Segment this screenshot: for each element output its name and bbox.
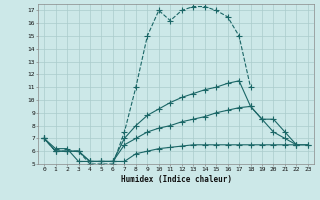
X-axis label: Humidex (Indice chaleur): Humidex (Indice chaleur) — [121, 175, 231, 184]
